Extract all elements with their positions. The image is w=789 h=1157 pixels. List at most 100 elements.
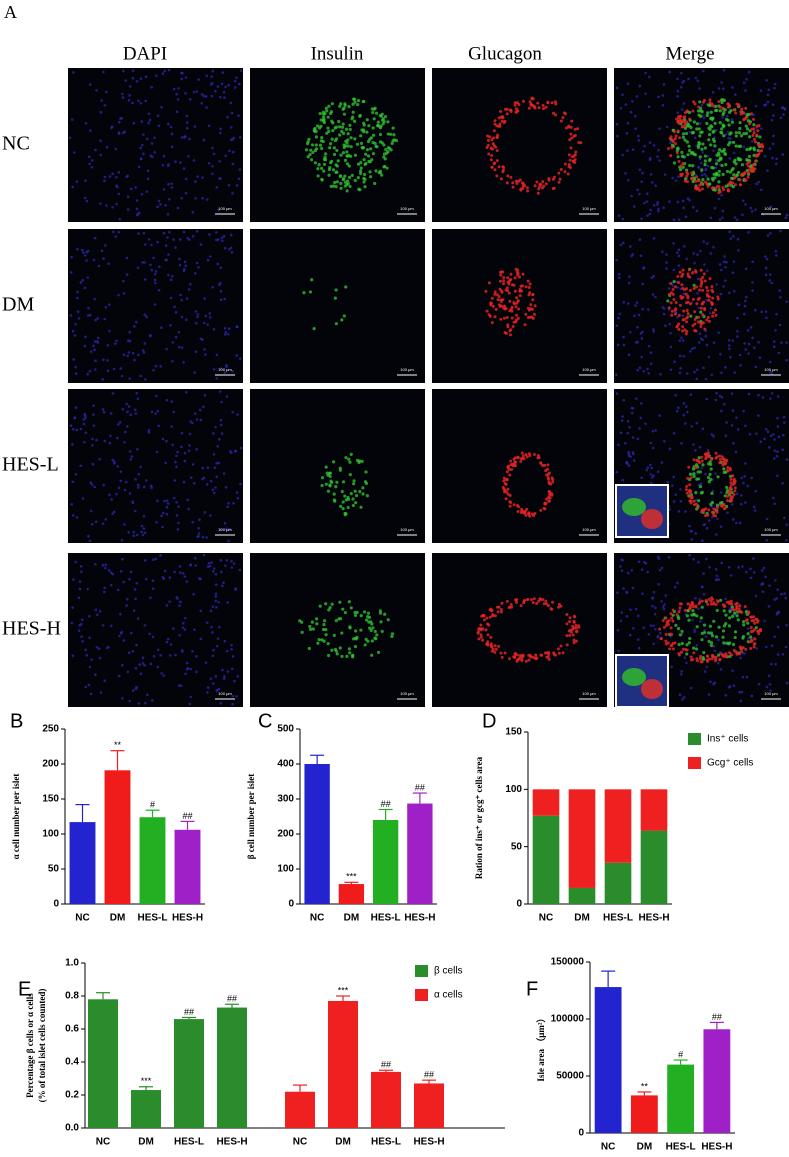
insulin-signal <box>721 629 726 633</box>
glucagon-signal <box>518 178 522 182</box>
insulin-signal <box>334 322 338 326</box>
nucleus <box>674 393 677 397</box>
insulin-signal <box>345 162 350 166</box>
insulin-signal <box>382 165 386 169</box>
nucleus <box>159 365 162 368</box>
nucleus <box>755 432 758 435</box>
glucagon-signal <box>518 654 522 658</box>
nucleus <box>81 278 85 282</box>
y-tick-label: 0.8 <box>65 991 79 1002</box>
x-tick-label: NC <box>539 913 553 924</box>
nucleus <box>170 145 174 149</box>
nucleus <box>123 523 126 526</box>
nucleus <box>219 528 222 531</box>
insulin-signal <box>368 626 372 630</box>
nucleus <box>658 414 661 417</box>
nucleus <box>207 161 211 165</box>
nucleus <box>161 525 164 529</box>
nucleus <box>185 661 189 665</box>
nucleus <box>185 126 189 130</box>
insulin-signal <box>386 618 390 622</box>
insulin-signal <box>675 148 679 153</box>
nucleus <box>700 103 704 107</box>
insulin-signal <box>353 645 358 649</box>
nucleus <box>681 698 684 701</box>
glucagon-signal <box>526 597 530 601</box>
nucleus <box>227 502 230 505</box>
nucleus <box>175 110 179 114</box>
nucleus <box>633 314 636 318</box>
glucagon-signal <box>675 117 679 121</box>
nucleus <box>672 431 676 435</box>
nucleus <box>735 521 738 525</box>
glucagon-signal <box>749 646 753 650</box>
glucagon-signal <box>536 101 540 105</box>
nucleus <box>677 264 681 267</box>
nucleus <box>669 331 672 335</box>
row-label: DM <box>2 294 34 316</box>
nucleus <box>143 342 147 345</box>
nucleus <box>150 142 154 145</box>
nucleus <box>125 256 129 260</box>
glucagon-signal <box>752 117 756 121</box>
nucleus <box>772 340 776 343</box>
nucleus <box>195 418 199 421</box>
nucleus <box>636 614 640 618</box>
nucleus <box>739 502 743 506</box>
nucleus <box>206 690 209 694</box>
nucleus <box>94 318 98 322</box>
insulin-signal <box>729 108 733 113</box>
insulin-signal <box>342 314 346 318</box>
nucleus <box>718 263 722 266</box>
nucleus <box>229 101 233 105</box>
nucleus <box>80 635 83 638</box>
nucleus <box>757 393 760 397</box>
nucleus <box>715 391 718 395</box>
insulin-signal <box>390 632 395 636</box>
glucagon-signal <box>747 611 751 615</box>
nucleus <box>125 402 128 406</box>
nucleus <box>160 514 163 518</box>
glucagon-signal <box>507 280 511 284</box>
nucleus <box>215 644 219 648</box>
glucagon-signal <box>486 633 490 637</box>
nucleus <box>704 168 707 172</box>
nucleus <box>172 238 175 241</box>
nucleus <box>78 580 82 583</box>
nucleus <box>126 208 130 211</box>
nucleus <box>118 120 121 124</box>
nucleus <box>202 321 206 325</box>
nucleus <box>126 339 130 342</box>
nucleus <box>673 585 677 589</box>
glucagon-signal <box>477 637 481 641</box>
nucleus <box>195 670 198 674</box>
nucleus <box>150 410 154 414</box>
glucagon-signal <box>706 659 710 663</box>
nucleus <box>69 314 73 317</box>
nucleus <box>660 600 663 603</box>
nucleus <box>654 429 658 432</box>
insulin-signal <box>348 460 352 464</box>
nucleus <box>230 648 233 651</box>
nucleus <box>672 475 675 479</box>
insulin-signal <box>331 184 336 188</box>
insulin-signal <box>322 120 327 125</box>
nucleus <box>630 411 634 415</box>
nucleus <box>715 283 718 286</box>
insulin-signal <box>365 148 370 152</box>
insulin-signal <box>376 120 380 124</box>
glucagon-signal <box>533 304 537 308</box>
nucleus <box>667 287 671 290</box>
insulin-signal <box>340 631 344 635</box>
insulin-signal <box>700 168 704 172</box>
nucleus <box>86 276 90 279</box>
glucagon-signal <box>708 101 712 105</box>
insulin-signal <box>359 505 363 509</box>
nucleus <box>220 400 223 404</box>
nucleus <box>210 81 214 85</box>
nucleus <box>652 237 656 240</box>
nucleus <box>106 645 110 649</box>
insulin-signal <box>687 144 691 148</box>
insulin-signal <box>351 102 355 106</box>
nucleus <box>147 112 151 116</box>
